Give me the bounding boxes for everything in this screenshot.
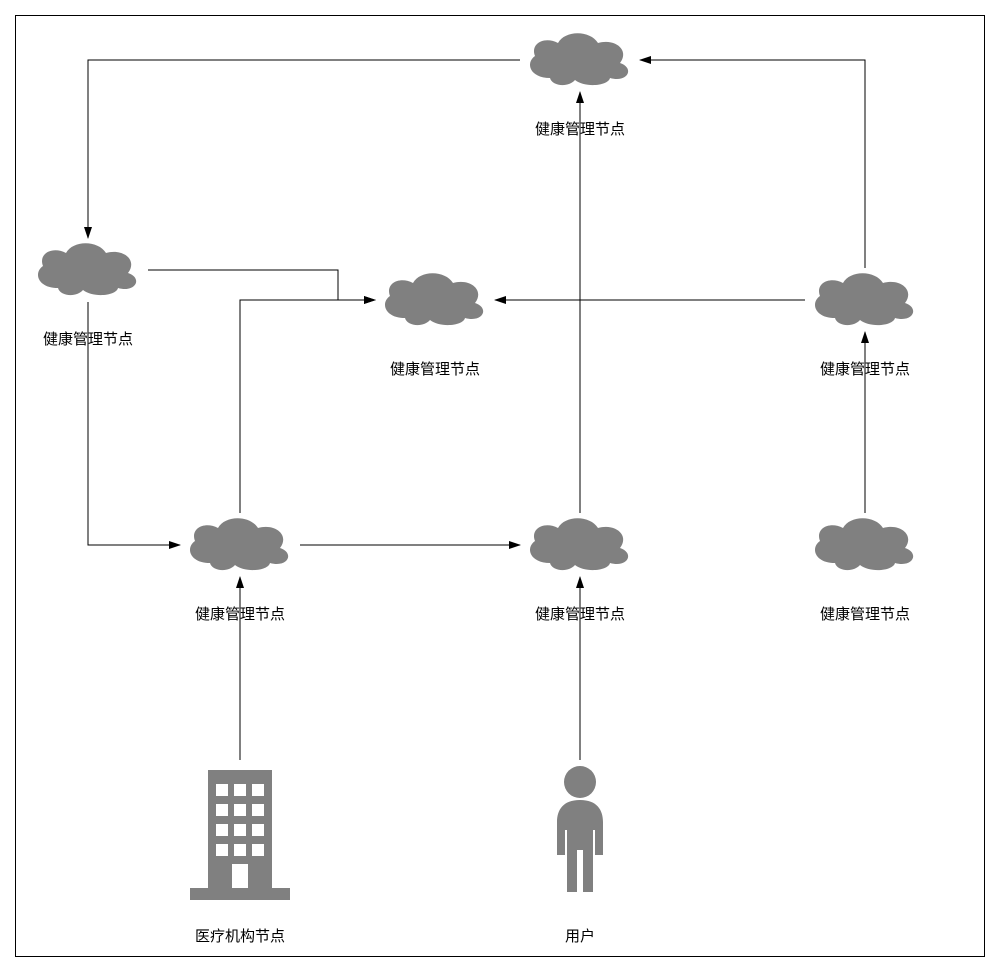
diagram-canvas (0, 0, 1000, 972)
cloud-icon (385, 273, 483, 325)
cloud-icon (38, 243, 136, 295)
edge-cloud_left-to-cloud_center (148, 270, 375, 300)
cloud-icon (190, 518, 288, 570)
edge-cloud_top-to-cloud_left (88, 60, 520, 238)
cloud-icon (815, 518, 913, 570)
cloud-icon (530, 33, 628, 85)
building-icon (190, 770, 290, 900)
cloud-icon (530, 518, 628, 570)
cloud-icon (815, 273, 913, 325)
edge-cloud_bot_left-to-cloud_center (240, 300, 375, 513)
edge-cloud_left-to-cloud_bot_left (88, 302, 180, 545)
person-icon (557, 766, 603, 892)
edge-cloud_right-to-cloud_top (640, 60, 865, 268)
